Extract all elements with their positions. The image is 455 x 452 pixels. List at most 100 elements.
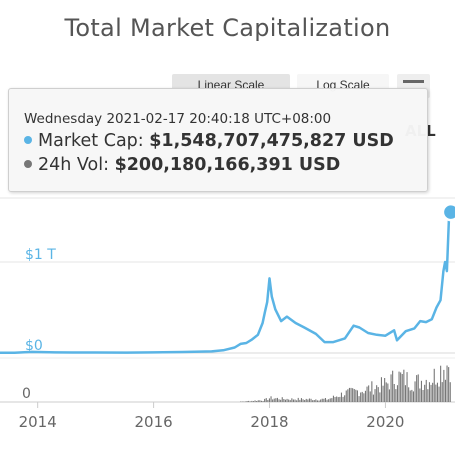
y-axis-labels: $0 $1 T 0 xyxy=(22,247,56,402)
volume-bar xyxy=(347,389,349,402)
volume-bar xyxy=(294,399,296,402)
market-cap-dot-icon xyxy=(24,136,32,144)
volume-bar xyxy=(278,399,280,402)
volume-bar xyxy=(401,374,403,402)
tooltip-volume-label: 24h Vol: xyxy=(38,155,109,175)
x-axis-labels: 2014 2016 2018 2020 xyxy=(19,402,404,431)
volume-bar xyxy=(417,374,419,402)
volume-bar xyxy=(345,390,347,402)
volume-bar xyxy=(385,382,387,402)
volume-bar xyxy=(348,387,350,402)
volume-bar xyxy=(310,398,312,402)
volume-bar xyxy=(326,399,328,402)
highlighted-point[interactable] xyxy=(441,202,455,222)
chart-title: Total Market Capitalization xyxy=(64,14,391,42)
market-cap-line xyxy=(0,210,451,355)
x-tick-label: 2018 xyxy=(250,413,288,431)
volume-bar xyxy=(371,381,373,402)
hamburger-icon xyxy=(403,80,424,83)
volume-bar xyxy=(436,382,438,402)
volume-bar xyxy=(321,398,323,402)
volume-bar xyxy=(377,387,379,402)
volume-bar xyxy=(286,398,288,402)
volume-bar xyxy=(449,382,451,402)
volume-bar xyxy=(438,386,440,402)
volume-bar xyxy=(302,399,304,402)
volume-bar xyxy=(411,389,413,402)
volume-bar xyxy=(350,387,352,402)
volume-bar xyxy=(403,369,405,402)
volume-bar xyxy=(443,369,445,402)
volume-bar xyxy=(339,396,341,402)
volume-bar xyxy=(406,372,408,402)
volume-bar xyxy=(388,389,390,402)
volume-bar xyxy=(283,399,285,402)
volume-bar xyxy=(281,397,283,402)
volume-bar xyxy=(304,400,306,402)
volume-bar xyxy=(328,399,330,402)
volume-bar xyxy=(409,390,411,402)
volume-bar xyxy=(379,392,381,402)
volume-bar xyxy=(428,382,430,402)
volume-bar xyxy=(404,385,406,402)
volume-bar xyxy=(412,391,414,402)
volume-bar xyxy=(358,396,360,402)
tooltip-market-cap-row: Market Cap: $1,548,707,475,827 USD xyxy=(24,131,394,151)
volume-bar xyxy=(312,400,314,402)
volume-bar xyxy=(368,385,370,402)
volume-bar xyxy=(390,374,392,402)
volume-bar xyxy=(353,389,355,402)
volume-bar xyxy=(267,400,269,402)
volume-bar xyxy=(268,398,270,402)
volume-bar xyxy=(430,384,432,402)
volume-bar xyxy=(374,389,376,402)
volume-bar xyxy=(336,396,338,402)
volume-bar xyxy=(315,399,317,402)
volume-bar xyxy=(299,399,301,402)
volume-bar xyxy=(398,371,400,402)
volume-bar xyxy=(241,401,243,402)
volume-bar xyxy=(369,391,371,402)
volume-bar xyxy=(422,390,424,402)
volume-bar xyxy=(363,393,365,402)
volume-y-tick-label: 0 xyxy=(22,386,31,402)
volume-bar xyxy=(427,389,429,402)
volume-bar xyxy=(448,367,450,402)
volume-bar xyxy=(260,400,262,402)
volume-bar xyxy=(361,391,363,402)
tooltip-volume-value: $200,180,166,391 USD xyxy=(114,155,341,175)
volume-bar xyxy=(376,385,378,402)
volume-bar xyxy=(384,378,386,402)
x-tick-label: 2020 xyxy=(366,413,404,431)
volume-bar xyxy=(297,397,299,402)
volume-bar xyxy=(262,401,264,402)
volume-bar xyxy=(356,390,358,402)
volume-bar xyxy=(340,392,342,402)
volume-bar xyxy=(318,400,320,402)
volume-bar xyxy=(289,400,291,402)
volume-bar xyxy=(296,400,298,402)
volume-bar xyxy=(288,399,290,402)
volume-bar xyxy=(259,400,261,402)
volume-bar xyxy=(444,379,446,402)
tooltip-date: Wednesday 2021-02-17 20:40:18 UTC+08:00 xyxy=(24,111,332,127)
volume-bar xyxy=(433,368,435,402)
volume-bar xyxy=(252,401,254,402)
volume-bar xyxy=(248,400,250,402)
volume-bar xyxy=(323,398,325,402)
volume-bar xyxy=(331,398,333,402)
volume-bar xyxy=(240,401,242,402)
volume-bar xyxy=(254,400,256,402)
volume-bar xyxy=(382,385,384,402)
volume-bar xyxy=(342,396,344,402)
volume-bar xyxy=(400,372,402,402)
volume-bar xyxy=(416,375,418,402)
volume-bars xyxy=(240,365,451,402)
tooltip-volume-row: 24h Vol: $200,180,166,391 USD xyxy=(24,155,340,175)
volume-bar xyxy=(393,384,395,402)
volume-bar xyxy=(249,401,251,402)
tooltip: Wednesday 2021-02-17 20:40:18 UTC+08:00 … xyxy=(8,88,428,192)
volume-bar xyxy=(424,384,426,402)
volume-bar xyxy=(324,398,326,402)
